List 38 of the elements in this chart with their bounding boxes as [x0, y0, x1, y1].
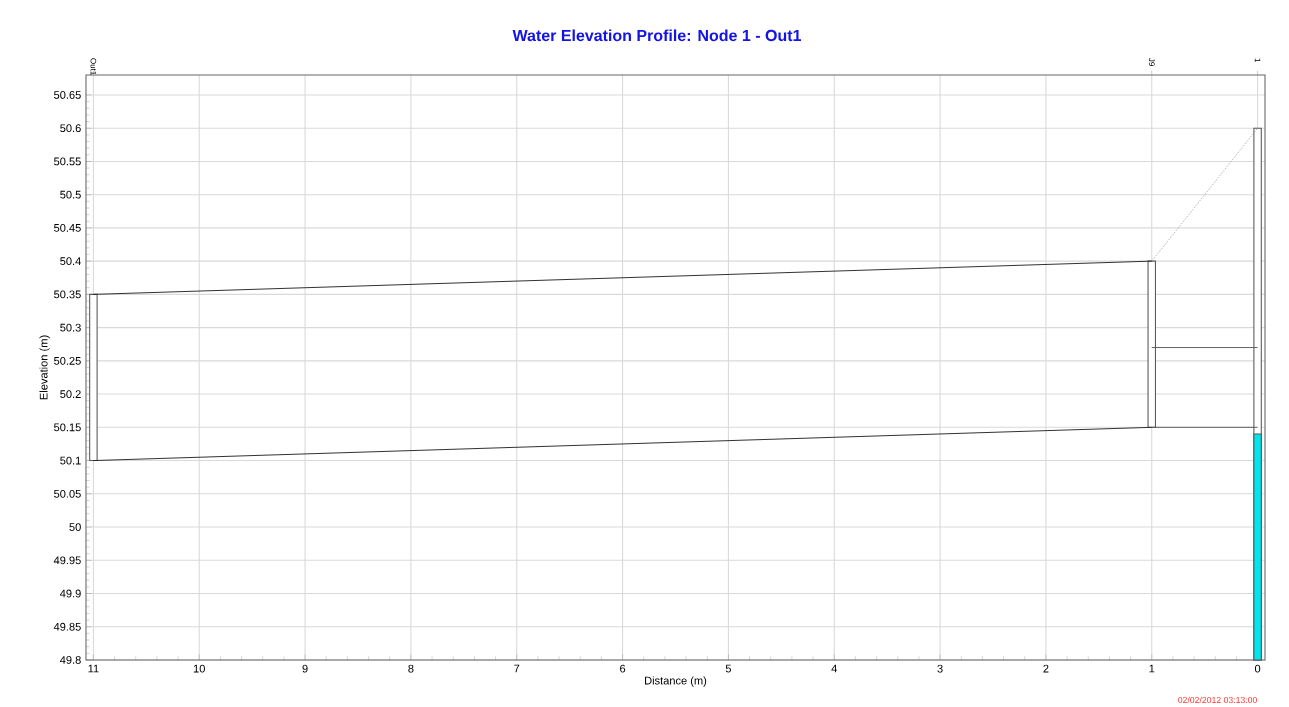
y-tick-label: 50.35 [54, 290, 81, 299]
y-tick-label: 50.45 [54, 223, 81, 232]
y-tick-label: 50.3 [60, 323, 81, 332]
y-tick-label: 50.15 [54, 423, 81, 432]
x-tick-label: 0 [1254, 664, 1261, 673]
x-tick-label: 6 [620, 664, 626, 673]
text: J9 [1148, 58, 1155, 67]
x-tick-label: 4 [831, 664, 837, 673]
x-tick-label: 2 [1043, 664, 1049, 673]
x-tick-label: 5 [725, 664, 732, 673]
x-tick-label: 7 [514, 664, 520, 673]
y-tick-label: 50.65 [54, 91, 81, 99]
y-tick-label: 50 [69, 523, 81, 531]
y-tick-label: 49.85 [53, 622, 81, 631]
y-tick-label: 49.95 [53, 556, 81, 565]
x-tick-label: 1 [1149, 664, 1155, 673]
x-tick-label: 8 [408, 664, 414, 673]
y-tick-label: 50.25 [54, 356, 81, 365]
y-tick-label: 50.4 [60, 257, 81, 266]
y-tick-label: 50.6 [60, 124, 81, 133]
x-tick-label: 10 [193, 664, 205, 673]
y-tick-label: 49.8 [59, 656, 81, 664]
x-tick-label: 11 [88, 664, 99, 673]
x-tick-label: 9 [302, 664, 308, 673]
x-tick-label: 3 [937, 664, 943, 673]
bar [89, 293, 98, 462]
text: 1 [1254, 58, 1261, 62]
y-tick-label: 50.2 [60, 390, 81, 399]
y-tick-label: 50.5 [60, 190, 81, 199]
chart-title: Water Elevation Profile: Node 1 - Out1 [512, 29, 802, 42]
y-tick-label: 49.9 [59, 589, 81, 598]
text: 02/02/2012 03:13:00 [1178, 696, 1257, 704]
x-axis-title: Distance (m) [645, 676, 707, 687]
y-axis-title: Elevation (m) [39, 335, 50, 400]
y-tick-label: 50.1 [60, 456, 81, 465]
y-tick-label: 50.55 [54, 157, 81, 166]
y-tick-label: 50.05 [54, 489, 81, 498]
text: Out1 [90, 58, 97, 75]
